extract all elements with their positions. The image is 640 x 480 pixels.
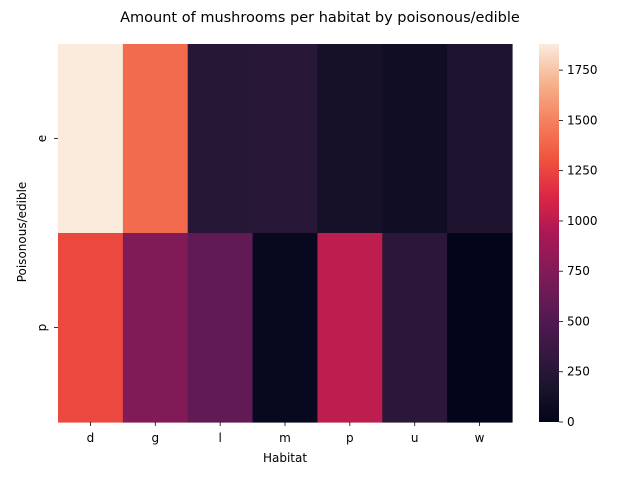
x-tick-label: d (87, 431, 95, 445)
heatmap-cell (58, 44, 124, 234)
x-tick-label: p (346, 431, 354, 445)
x-tick-label: u (411, 431, 419, 445)
y-axis-label: Poisonous/edible (15, 182, 29, 283)
colorbar-tick-label: 1000 (567, 214, 598, 228)
heatmap-cell (187, 44, 254, 234)
chart-title: Amount of mushrooms per habitat by poiso… (120, 10, 520, 26)
colorbar-tick-label: 750 (567, 264, 590, 278)
x-tick-label: g (151, 431, 159, 445)
colorbar-ticks: 0 250 500 750 1000 1250 1500 1750 (559, 63, 598, 429)
heatmap-cell (382, 233, 448, 423)
x-tick-label: m (279, 431, 291, 445)
heatmap-cells (58, 44, 513, 423)
y-tick-label: e (35, 135, 49, 142)
heatmap-cell (122, 44, 189, 234)
colorbar (539, 44, 559, 422)
heatmap-cell (252, 233, 319, 423)
colorbar-tick-label: 1250 (567, 164, 598, 178)
x-tick-label: l (218, 431, 221, 445)
colorbar-tick-label: 500 (567, 314, 590, 328)
heatmap-cell (187, 233, 254, 423)
heatmap-cell (122, 233, 189, 423)
heatmap-cell (447, 233, 513, 423)
y-tick-label: p (35, 324, 49, 332)
heatmap-cell (317, 44, 383, 234)
x-tick-label: w (475, 431, 485, 445)
heatmap-cell (382, 44, 448, 234)
heatmap-cell (58, 233, 124, 423)
heatmap-cell (447, 44, 513, 234)
colorbar-tick-label: 1500 (567, 113, 598, 127)
colorbar-tick-label: 0 (567, 415, 575, 429)
x-axis-label: Habitat (263, 451, 307, 465)
heatmap-cell (252, 44, 319, 234)
colorbar-tick-label: 1750 (567, 63, 598, 77)
y-axis: ep (35, 135, 58, 332)
heatmap-cell (317, 233, 383, 423)
colorbar-tick-label: 250 (567, 365, 590, 379)
